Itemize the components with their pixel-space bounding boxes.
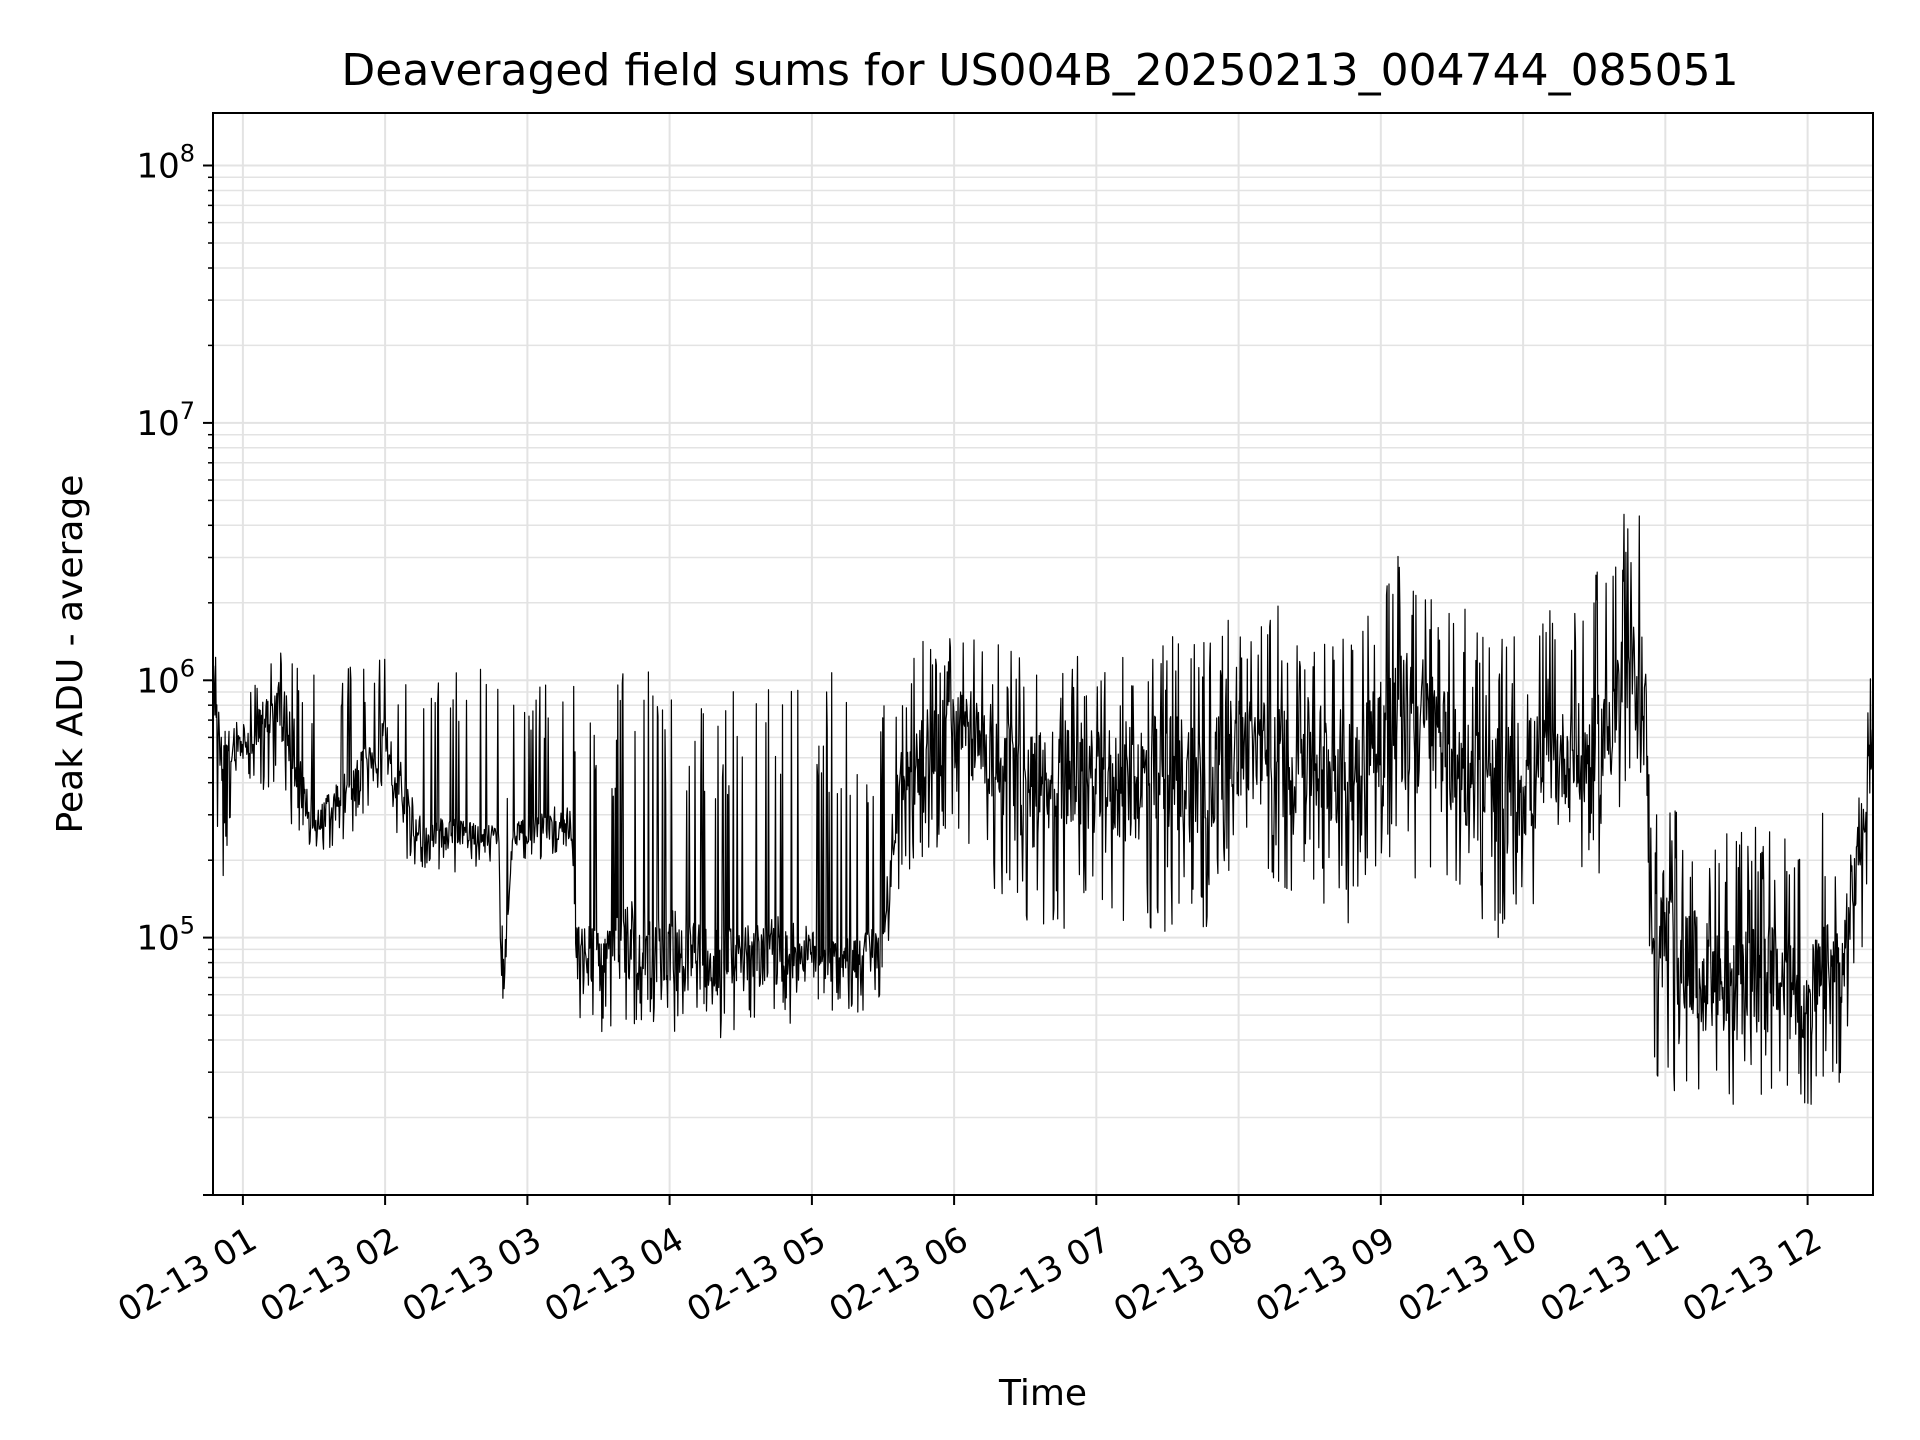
y-axis-ticks: 105 106 107 108 [136,140,213,1196]
y-tick-label: 106 [136,654,195,701]
x-axis-label: Time [998,1373,1087,1414]
chart-title: Deaveraged field sums for US004B_2025021… [341,45,1738,96]
y-axis-label: Peak ADU - average [50,475,91,834]
y-tick-label: 105 [136,912,195,959]
data-layer [212,513,1874,1105]
y-tick-label: 107 [136,397,195,444]
plot-frame [212,112,1874,1196]
series-line [212,513,1874,1105]
y-tick-label: 108 [136,140,195,187]
